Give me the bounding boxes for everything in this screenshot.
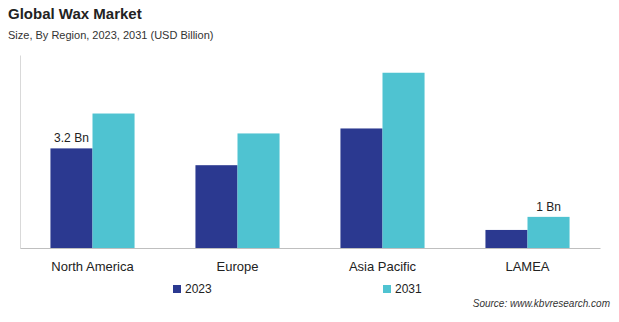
x-tick-label: Europe	[217, 259, 259, 274]
bar	[340, 128, 382, 248]
subtitle: Size, By Region, 2023, 2031 (USD Billion…	[8, 29, 213, 41]
source: Source: www.kbvresearch.com	[473, 298, 610, 309]
bar	[195, 165, 237, 248]
data-label: 1 Bn	[536, 200, 561, 214]
x-axis: North America Europe Asia Pacific LAMEA	[21, 248, 601, 274]
x-tick-label: North America	[51, 259, 134, 274]
bars	[50, 73, 569, 248]
title: Global Wax Market	[8, 5, 142, 22]
x-tick: Europe	[217, 248, 259, 274]
x-tick: LAMEA	[505, 248, 549, 274]
legend-swatch	[383, 285, 391, 293]
legend-label: 2031	[395, 282, 422, 296]
legend: 2023 2031	[173, 282, 422, 296]
bar	[93, 114, 135, 248]
data-label: 3.2 Bn	[54, 131, 89, 145]
x-tick: Asia Pacific	[349, 248, 417, 274]
chart: Global Wax Market Size, By Region, 2023, …	[0, 0, 619, 322]
bar	[528, 217, 570, 248]
y-axis	[20, 56, 21, 249]
legend-swatch	[173, 285, 181, 293]
x-tick-label: LAMEA	[505, 259, 549, 274]
bar	[485, 230, 527, 248]
x-tick: North America	[51, 248, 134, 274]
bar	[238, 133, 280, 248]
data-labels: 3.2 Bn 1 Bn	[54, 131, 561, 213]
x-axis-line	[21, 248, 601, 249]
y-axis-line	[20, 56, 21, 249]
x-tick-label: Asia Pacific	[349, 259, 417, 274]
bar	[383, 73, 425, 248]
legend-label: 2023	[185, 282, 212, 296]
bar	[50, 148, 92, 248]
